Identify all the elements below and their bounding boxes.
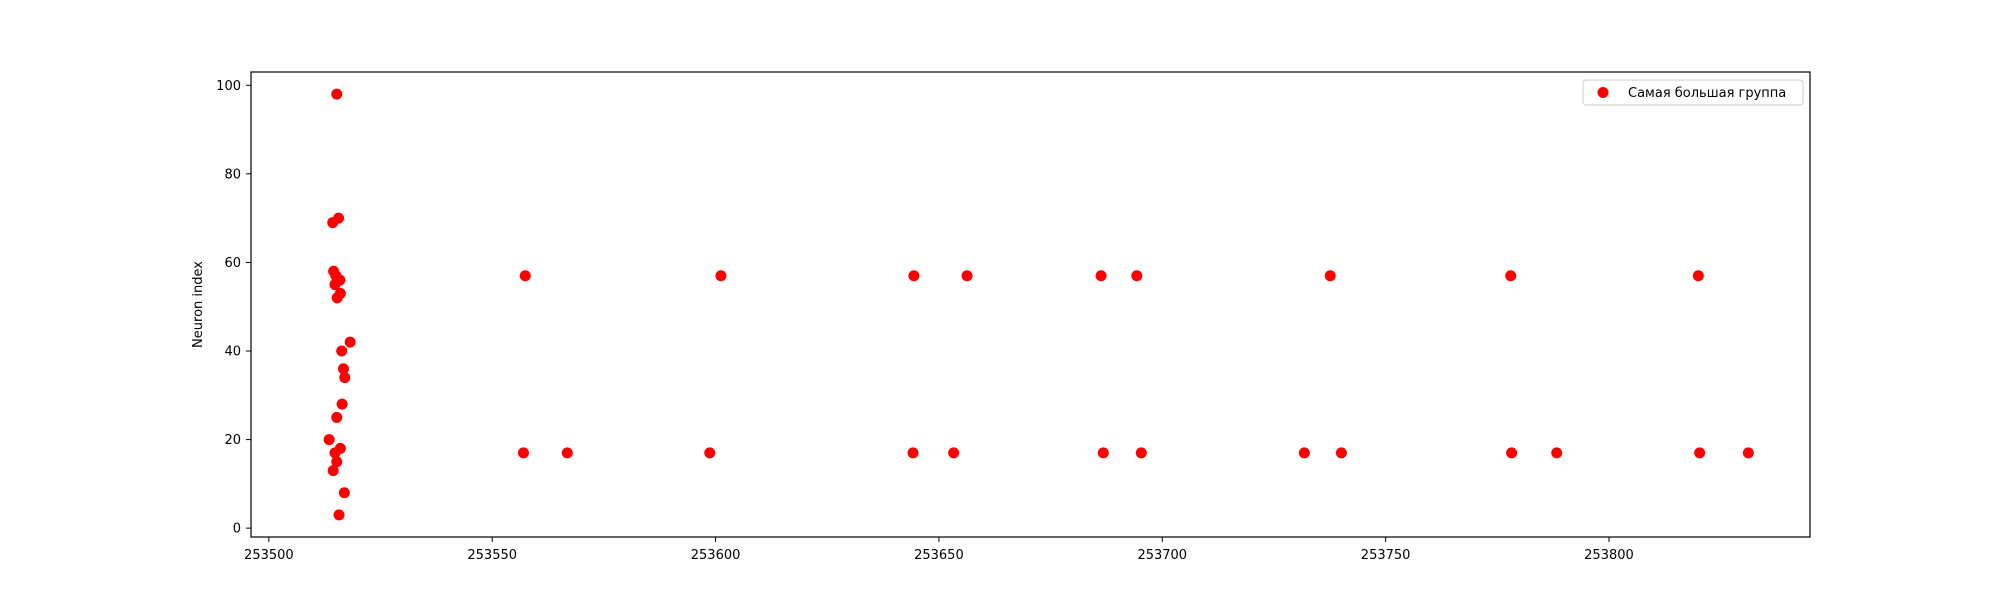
- data-point: [561, 447, 573, 459]
- data-point: [327, 217, 339, 229]
- data-point: [329, 279, 341, 291]
- data-point: [1131, 270, 1143, 282]
- y-tick-label: 40: [224, 345, 241, 360]
- data-point: [715, 270, 727, 282]
- data-point: [331, 456, 343, 468]
- data-point: [517, 447, 529, 459]
- plot-frame: [250, 71, 1811, 538]
- plot-area: [251, 72, 1810, 537]
- data-point: [337, 363, 349, 375]
- legend-label: Самая большая группа: [1628, 86, 1786, 101]
- data-point: [1335, 447, 1347, 459]
- y-tick-label: 80: [224, 167, 241, 182]
- data-point: [1551, 447, 1563, 459]
- data-point: [323, 434, 335, 446]
- data-point: [1135, 447, 1147, 459]
- data-point: [1694, 447, 1706, 459]
- x-tick-label: 253650: [914, 548, 964, 563]
- data-point: [327, 465, 339, 477]
- data-point: [329, 447, 341, 459]
- data-point: [1692, 270, 1704, 282]
- data-point: [338, 487, 350, 499]
- data-point: [339, 372, 351, 384]
- x-tick-label: 253700: [1137, 548, 1187, 563]
- data-point: [1324, 270, 1336, 282]
- data-point: [907, 447, 919, 459]
- data-point: [1095, 270, 1107, 282]
- data-point: [961, 270, 973, 282]
- data-point: [344, 336, 356, 348]
- data-point: [1742, 447, 1754, 459]
- data-point: [908, 270, 920, 282]
- y-tick-label: 100: [216, 79, 241, 94]
- data-point: [1298, 447, 1310, 459]
- data-point: [948, 447, 960, 459]
- y-axis: 0 20 40 60 80 100: [216, 79, 251, 537]
- x-tick-label: 253600: [691, 548, 741, 563]
- y-tick-label: 0: [233, 522, 241, 537]
- x-tick-label: 253800: [1584, 548, 1634, 563]
- legend-box: [1582, 79, 1804, 106]
- data-point: [331, 88, 343, 100]
- data-point: [704, 447, 716, 459]
- x-tick-label: 253750: [1361, 548, 1411, 563]
- data-point: [336, 398, 348, 410]
- legend: Самая большая группа: [1582, 79, 1804, 106]
- x-tick-label: 253500: [244, 548, 294, 563]
- data-point: [1097, 447, 1109, 459]
- data-point: [331, 292, 343, 304]
- data-point: [336, 345, 348, 357]
- data-point: [331, 411, 343, 423]
- data-point: [1505, 270, 1517, 282]
- legend-marker: [1597, 87, 1609, 98]
- data-point: [1506, 447, 1518, 459]
- y-tick-label: 20: [224, 433, 241, 448]
- x-axis: 253500 253550 253600 253650 253700 253750 2538…: [244, 537, 1634, 563]
- y-axis-label: Neuron index: [191, 261, 206, 348]
- data-point: [519, 270, 531, 282]
- data-points: [323, 88, 1754, 521]
- x-tick-label: 253550: [467, 548, 517, 563]
- data-point: [333, 509, 345, 521]
- y-tick-label: 60: [224, 256, 241, 271]
